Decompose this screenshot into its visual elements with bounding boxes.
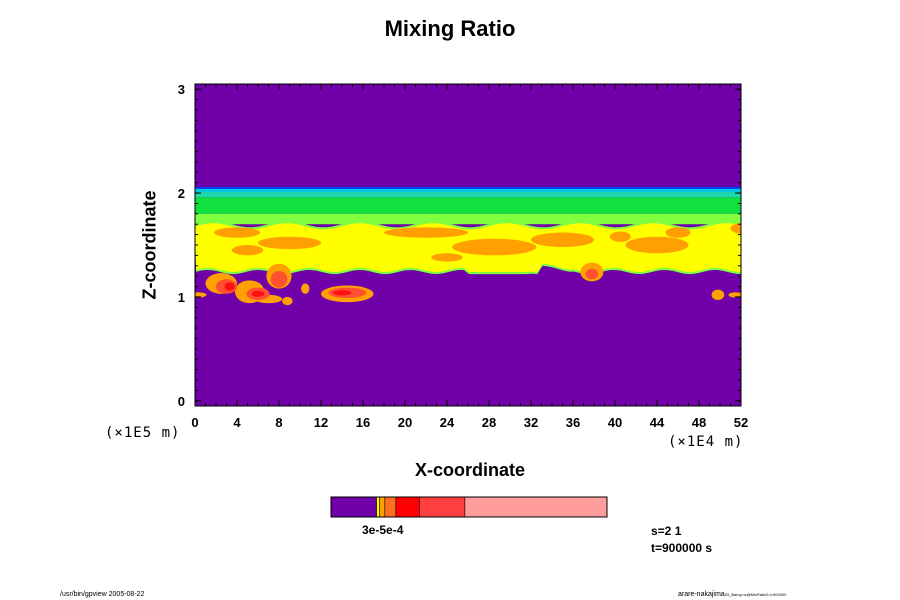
orange-patch (665, 227, 691, 238)
layer-band (195, 213, 741, 225)
y-axis-label: Z-coordinate (139, 190, 160, 300)
x-tick-label: 32 (524, 415, 538, 430)
y-scale-note: (×1E5 m) (105, 425, 181, 441)
y-tick-label: 0 (178, 394, 185, 409)
orange-patch (625, 236, 689, 254)
x-tick-label: 20 (398, 415, 412, 430)
x-tick-label: 8 (275, 415, 282, 430)
footer-right: arare-nakajima03_Bamy.nc@MixRatio3,t=900… (678, 591, 787, 598)
y-tick-label: 3 (178, 82, 185, 97)
colorbar-frame (330, 496, 608, 518)
orange-patch (258, 236, 321, 250)
x-tick-label: 48 (692, 415, 706, 430)
chart-title: Mixing Ratio (384, 16, 516, 41)
layer-band (195, 197, 741, 214)
orange-patch (282, 296, 293, 306)
orange-patch (301, 283, 310, 294)
x-tick-label: 28 (482, 415, 496, 430)
x-tick-label: 40 (608, 415, 622, 430)
orange-patch (531, 232, 594, 248)
x-tick-label: 44 (650, 415, 665, 430)
colorbar-labels: 3e-5e-4 (362, 523, 404, 537)
y-tick-label: 1 (178, 290, 185, 305)
orange-patch (711, 289, 725, 301)
darkred-patch (251, 290, 265, 297)
y-tick-label: 2 (178, 186, 185, 201)
orange-patch (431, 253, 463, 262)
colorbar-segment (419, 496, 466, 518)
layer-band (195, 192, 741, 198)
colorbar-segment (395, 496, 420, 518)
orange-patch (728, 292, 741, 298)
colorbar-segment (330, 496, 377, 518)
orange-patch (195, 292, 207, 298)
orange-patch (452, 238, 537, 256)
orange-patch (231, 245, 264, 256)
layer-band (195, 186, 741, 189)
info-step: s=2 1 (651, 524, 682, 538)
orange-patch (384, 227, 468, 238)
colorbar-segment (464, 496, 608, 518)
colorbar-segment (376, 496, 380, 518)
orange-patch (213, 227, 261, 238)
red-patch (270, 270, 288, 288)
red-patch (585, 268, 599, 280)
layer-band (195, 188, 741, 193)
x-tick-label: 0 (191, 415, 198, 430)
orange-patch (730, 223, 741, 234)
colorbar-segment (384, 496, 397, 518)
x-tick-label: 4 (233, 415, 241, 430)
colorbar (330, 496, 608, 518)
x-tick-label: 36 (566, 415, 580, 430)
darkred-patch (224, 282, 235, 291)
x-tick-label: 12 (314, 415, 328, 430)
darkred-patch (332, 290, 352, 296)
footer-left: /usr/bin/gpview 2005-08-22 (60, 591, 145, 598)
x-scale-note: (×1E4 m) (668, 434, 744, 450)
x-tick-label: 16 (356, 415, 370, 430)
x-axis-label: X-coordinate (414, 460, 525, 480)
x-tick-label: 52 (734, 415, 748, 430)
info-time: t=900000 s (651, 541, 713, 555)
orange-patch (609, 231, 631, 242)
x-tick-label: 24 (440, 415, 455, 430)
colorbar-segment (378, 496, 386, 518)
